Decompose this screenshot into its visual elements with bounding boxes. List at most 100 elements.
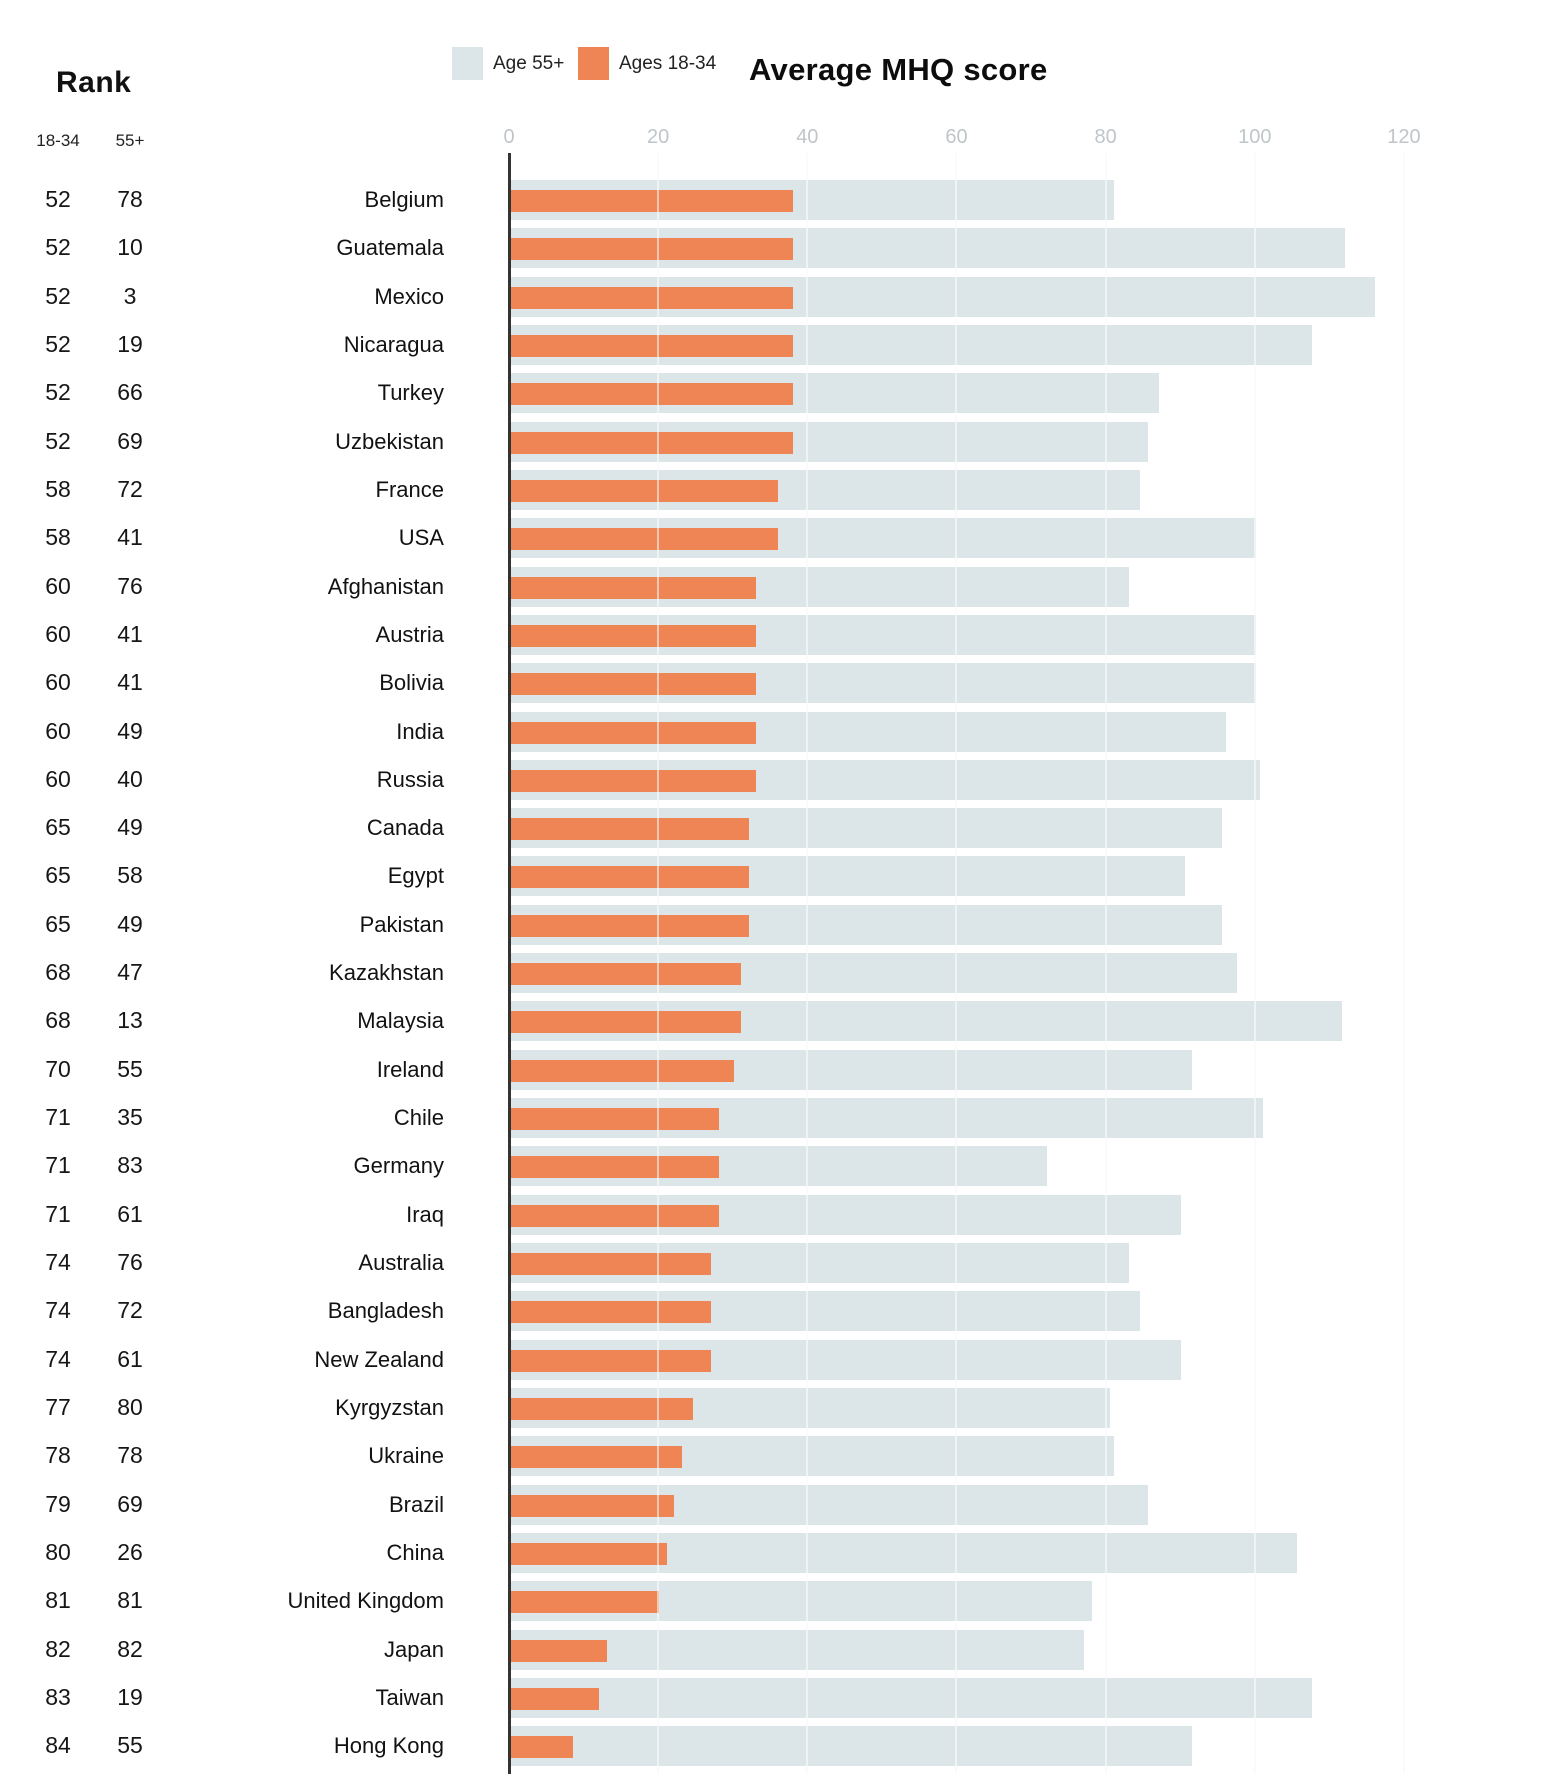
country-label-Austria: Austria [375,621,444,647]
rank-55-China: 26 [117,1538,143,1565]
x-axis-tick-60: 60 [945,126,968,148]
bar-ages-18-34-Kazakhstan [510,963,742,986]
bar-ages-18-34-USA [510,528,779,551]
legend-label-ages-18-34: Ages 18-34 [619,53,717,74]
rank-55-Russia: 40 [117,765,143,792]
country-label-Nicaragua: Nicaragua [343,331,444,357]
rank-18-34-Turkey: 52 [45,379,71,406]
rank-55-Chile: 35 [117,1104,143,1131]
bar-ages-18-34-Chile [510,1108,719,1131]
country-label-Iraq: Iraq [406,1201,444,1227]
country-label-Bangladesh: Bangladesh [327,1298,444,1324]
rank-55-Guatemala: 10 [117,234,143,261]
country-label-Belgium: Belgium [364,187,444,212]
bar-ages-18-34-Japan [510,1639,607,1662]
rank-18-34-Uzbekistan: 52 [45,427,71,454]
country-label-Egypt: Egypt [387,863,444,889]
country-label-Guatemala: Guatemala [336,235,444,261]
bar-ages-18-34-Canada [510,818,749,841]
bar-ages-18-34-Egypt [510,866,749,889]
rank-55-Bolivia: 41 [117,669,143,696]
rank-55-Malaysia: 13 [117,1007,143,1034]
rank-55-India: 49 [117,717,143,744]
rank-18-34-France: 58 [45,475,71,502]
country-label-Pakistan: Pakistan [359,911,444,937]
legend-swatch-age-55 [452,47,483,80]
country-label-Kyrgyzstan: Kyrgyzstan [335,1395,444,1420]
bar-ages-18-34-Kyrgyzstan [510,1398,693,1420]
gridline-120 [1402,153,1405,1774]
country-label-China: China [386,1539,444,1565]
rank-55-Austria: 41 [117,620,143,647]
rank-55-Egypt: 58 [117,862,143,889]
bar-ages-18-34-Pakistan [510,914,749,937]
country-label-Germany: Germany [353,1153,444,1179]
rank-55-Belgium: 78 [117,186,143,212]
rank-18-34-India: 60 [45,717,71,744]
gridline-20 [657,153,660,1774]
rank-55-Bangladesh: 72 [117,1297,143,1324]
country-label-Japan: Japan [384,1636,444,1662]
bar-ages-18-34-Belgium [510,190,794,212]
rank-18-34-Iraq: 71 [45,1200,71,1227]
bar-ages-18-34-Bolivia [510,673,757,696]
rank-55-Afghanistan: 76 [117,572,143,599]
bar-ages-18-34-Malaysia [510,1011,742,1034]
country-label-Russia: Russia [376,766,444,792]
rank-title: Rank [56,66,132,99]
rank-55-Kyrgyzstan: 80 [117,1394,143,1420]
bar-ages-18-34-Germany [510,1156,719,1179]
bar-ages-18-34-China [510,1542,667,1565]
rank-18-34-Canada: 65 [45,814,71,841]
rank-55-Iraq: 61 [117,1200,143,1227]
country-label-Taiwan: Taiwan [375,1684,444,1710]
rank-55-Nicaragua: 19 [117,330,143,357]
rank-18-34-Australia: 74 [45,1249,71,1276]
rank-18-34-Pakistan: 65 [45,910,71,937]
rank-55-France: 72 [117,475,143,502]
rank-18-34-Egypt: 65 [45,862,71,889]
bar-age-55-Hong Kong [510,1726,1193,1767]
rank-18-34-Hong Kong: 84 [45,1732,71,1759]
x-axis-tick-100: 100 [1238,126,1272,148]
rank-55-Mexico: 3 [123,282,137,309]
x-axis-tick-120: 120 [1387,126,1421,148]
rank-55-USA: 41 [117,524,143,551]
country-label-Hong Kong: Hong Kong [333,1733,444,1759]
rank-55-Pakistan: 49 [117,910,143,937]
bar-ages-18-34-Australia [510,1253,712,1276]
rank-18-34-Bolivia: 60 [45,669,71,696]
country-label-Ireland: Ireland [376,1056,444,1082]
country-label-Australia: Australia [358,1250,444,1276]
rank-18-34-Guatemala: 52 [45,234,71,261]
country-label-Canada: Canada [366,815,444,841]
rank-55-Turkey: 66 [117,379,143,406]
country-label-United Kingdom: United Kingdom [287,1588,444,1614]
rank-55-Japan: 82 [117,1635,143,1662]
bar-ages-18-34-Uzbekistan [510,431,794,454]
rank-18-34-China: 80 [45,1538,71,1565]
gridline-80 [1104,153,1107,1774]
x-axis-tick-20: 20 [647,126,670,148]
rank-18-34-Ukraine: 78 [45,1442,71,1469]
legend-label-age-55: Age 55+ [493,53,565,74]
country-label-Bolivia: Bolivia [379,670,444,696]
rank-18-34-Belgium: 52 [45,186,71,212]
country-label-USA: USA [398,525,444,551]
bar-ages-18-34-Bangladesh [510,1301,712,1324]
rank-18-34-Japan: 82 [45,1635,71,1662]
gridline-100 [1253,153,1256,1774]
bar-age-55-Taiwan [510,1677,1312,1718]
rank-55-United Kingdom: 81 [117,1587,143,1614]
country-label-Brazil: Brazil [388,1491,444,1517]
country-label-France: France [375,476,444,502]
rank-18-34-Germany: 71 [45,1152,71,1179]
bar-ages-18-34-India [510,721,757,744]
rank-18-34-Taiwan: 83 [45,1683,71,1710]
gridline-40 [806,153,809,1774]
rank-18-34-Brazil: 79 [45,1490,71,1517]
rank-18-34-Bangladesh: 74 [45,1297,71,1324]
bar-ages-18-34-Taiwan [510,1687,600,1710]
rank-18-34-Austria: 60 [45,620,71,647]
